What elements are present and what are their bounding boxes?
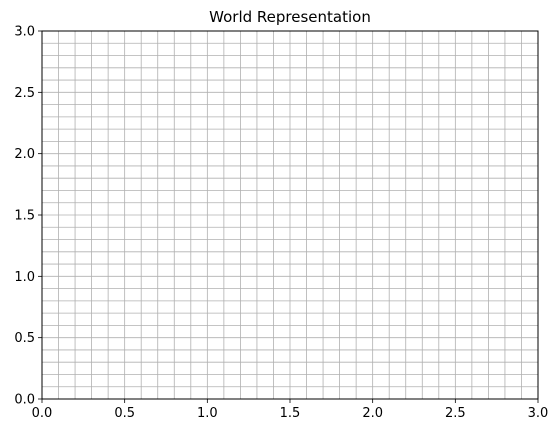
axis-ticks: 0.0 0.5 1.0 1.5 2.0 2.5 3.0 0.0 0.5 1.0 1.5 2.0 2.5 3…	[14, 25, 548, 422]
x-tick-label: 1.0	[197, 406, 218, 421]
chart-title: World Representation	[209, 8, 371, 26]
y-tick-label: 2.5	[14, 86, 35, 101]
x-tick-label: 0.0	[32, 406, 53, 421]
grid-lines	[42, 31, 538, 399]
x-tick-label: 1.5	[280, 406, 301, 421]
x-tick-label: 2.5	[445, 406, 466, 421]
x-tick-label: 2.0	[362, 406, 383, 421]
y-tick-label: 2.0	[14, 147, 35, 162]
y-tick-label: 0.5	[14, 331, 35, 346]
y-tick-label: 0.0	[14, 393, 35, 408]
y-tick-label: 1.0	[14, 270, 35, 285]
y-tick-label: 3.0	[14, 25, 35, 40]
y-tick-label: 1.5	[14, 209, 35, 224]
x-tick-label: 3.0	[528, 406, 549, 421]
plot-area-frame	[41, 30, 539, 400]
x-tick-label: 0.5	[114, 406, 135, 421]
